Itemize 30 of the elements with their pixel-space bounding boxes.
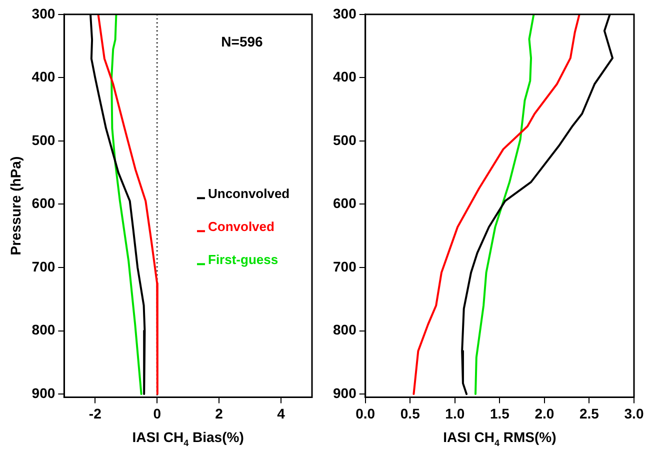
y-tick-label: 300	[32, 5, 56, 22]
y-tick-label: 600	[32, 195, 56, 212]
legend-label: Convolved	[208, 219, 275, 234]
x-tick-label: 2.5	[579, 405, 600, 422]
x-tick-label: 2.0	[534, 405, 554, 422]
y-tick-label: 500	[32, 132, 56, 148]
y-tick-label: 500	[333, 132, 357, 148]
x-tick-label: 1.5	[490, 405, 510, 422]
y-tick-label: 700	[32, 258, 56, 274]
x-tick-label: 2	[215, 405, 224, 422]
y-tick-label: 900	[333, 384, 357, 401]
y-tick-label: 800	[333, 322, 357, 338]
x-tick-label: 3.0	[624, 405, 644, 422]
x-tick-label: 4	[277, 405, 286, 422]
y-tick-label: 400	[32, 68, 56, 85]
x-tick-label: 0.0	[356, 405, 376, 422]
y-tick-label: 400	[333, 68, 357, 85]
y-tick-label: 700	[333, 258, 357, 274]
legend-label: Unconvolved	[208, 186, 290, 202]
y-tick-label: 800	[32, 322, 56, 338]
y-tick-label: 900	[32, 384, 56, 401]
annotation: N=596	[221, 33, 264, 50]
x-tick-label: 1.0	[445, 405, 465, 422]
x-tick-label: 0.5	[400, 405, 420, 422]
x-tick-label: -2	[88, 405, 102, 422]
y-tick-label: 300	[333, 5, 357, 22]
x-tick-label: 0	[153, 405, 162, 422]
y-tick-label: 600	[333, 195, 357, 212]
legend-label: First-guess	[208, 252, 278, 268]
y-axis-title: Pressure (hPa)	[7, 156, 24, 256]
